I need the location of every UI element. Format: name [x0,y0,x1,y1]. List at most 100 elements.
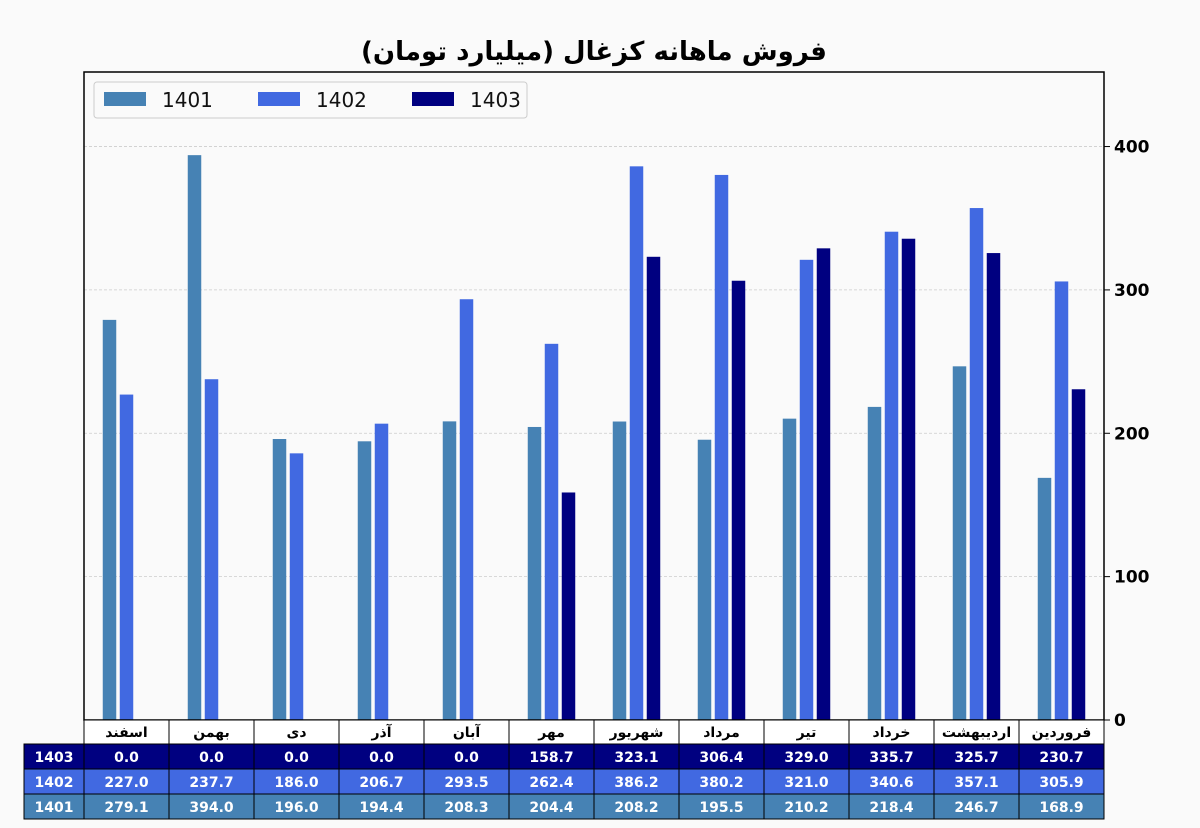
y-tick-label: 200 [1114,424,1150,444]
row-header-cell [23,768,85,795]
table-value: 230.7 [1039,750,1083,766]
y-tick-label: 100 [1114,568,1150,588]
legend-swatch-1402 [258,92,300,106]
table-value: 321.0 [784,775,829,791]
bar-1402-1 [969,208,984,720]
table-value: 329.0 [784,750,829,766]
category-label: خرداد [873,725,911,741]
table-value: 246.7 [954,800,998,816]
data-table: فروردین اردیبهشت خرداد تیر مرداد شهریور مهر آبا… [23,719,1105,820]
category-label: فروردین [1032,725,1092,741]
table-value: 194.4 [359,800,404,816]
y-tick-label: 0 [1114,711,1126,731]
row-header-cell [23,793,85,820]
table-cell [338,793,425,820]
table-cell [338,768,425,795]
table-value: 325.7 [954,750,998,766]
table-cell [508,793,595,820]
table-cell [593,743,680,770]
table-value: 386.2 [614,775,658,791]
table-header-cell [423,719,510,745]
chart-title: فروش ماهانه کزغال (میلیارد تومان) [361,37,827,67]
category-label: تیر [796,725,817,741]
table-cell [83,793,170,820]
bar-1403-0 [1071,389,1086,720]
legend-label-1401: 1401 [162,88,213,112]
table-value: 323.1 [614,750,658,766]
table-header-cell [83,719,170,745]
bar-1401-9 [272,439,287,720]
table-value: 0.0 [199,750,224,766]
row-header-1402: 1402 [35,775,74,791]
legend-swatch-1403 [412,92,454,106]
table-value: 279.1 [104,800,148,816]
bar-1403-4 [731,280,746,720]
plot-frame [83,71,1105,721]
table-cell [933,743,1020,770]
bar-1402-10 [204,379,219,720]
bar-1402-4 [714,174,729,720]
table-value: 237.7 [189,775,233,791]
bar-1402-9 [289,453,304,720]
table-cell [423,768,510,795]
legend-box [93,81,528,119]
bar-1402-8 [374,423,389,720]
table-value: 206.7 [359,775,403,791]
bar-1401-0 [1037,477,1052,720]
category-label: اسفند [105,725,147,741]
bar-1401-3 [782,418,797,720]
table-cell [83,768,170,795]
table-cell [253,793,340,820]
bar-1401-4 [697,439,712,720]
table-value: 0.0 [454,750,479,766]
bar-1401-5 [612,421,627,720]
table-value: 0.0 [284,750,309,766]
bar-1402-2 [884,231,899,721]
table-value: 186.0 [274,775,319,791]
table-value: 168.9 [1039,800,1083,816]
table-value: 204.4 [529,800,574,816]
y-tick-label: 300 [1114,281,1150,301]
table-value: 357.1 [954,775,998,791]
table-cell [763,793,850,820]
category-label: مرداد [703,725,740,741]
bar-1401-8 [357,441,372,720]
bar-1403-1 [986,253,1001,720]
grid-lines [84,146,1104,578]
legend-label-1403: 1403 [470,88,521,112]
bar-1401-7 [442,421,457,720]
table-value: 218.4 [869,800,914,816]
bar-1401-6 [527,426,542,720]
table-value: 208.3 [444,800,488,816]
table-cell [678,743,765,770]
table-value: 380.2 [699,775,743,791]
table-cell [83,743,170,770]
bar-1401-11 [102,319,117,720]
legend-swatch-1401 [104,92,146,106]
category-label: اردیبهشت [942,725,1011,741]
category-label: مهر [537,725,565,741]
table-cell [423,793,510,820]
table-value: 293.5 [444,775,488,791]
table-value: 0.0 [114,750,139,766]
row-header-cell [23,743,85,770]
legend-label-1402: 1402 [316,88,367,112]
row-header-1401: 1401 [35,800,74,816]
bar-1403-5 [646,256,661,720]
table-value: 210.2 [784,800,828,816]
bar-1402-5 [629,166,644,720]
table-value: 227.0 [104,775,149,791]
bars [102,155,1086,721]
table-cell [508,768,595,795]
bar-1402-7 [459,299,474,720]
legend: 1401 1402 1403 [93,81,528,119]
bar-1403-2 [901,238,916,721]
table-header-cell [1018,719,1105,745]
row-header-1403: 1403 [35,750,74,766]
table-value: 305.9 [1039,775,1083,791]
bar-1401-2 [867,406,882,720]
bar-1402-0 [1054,281,1069,720]
bar-1403-3 [816,248,831,720]
table-cell [1018,768,1105,795]
